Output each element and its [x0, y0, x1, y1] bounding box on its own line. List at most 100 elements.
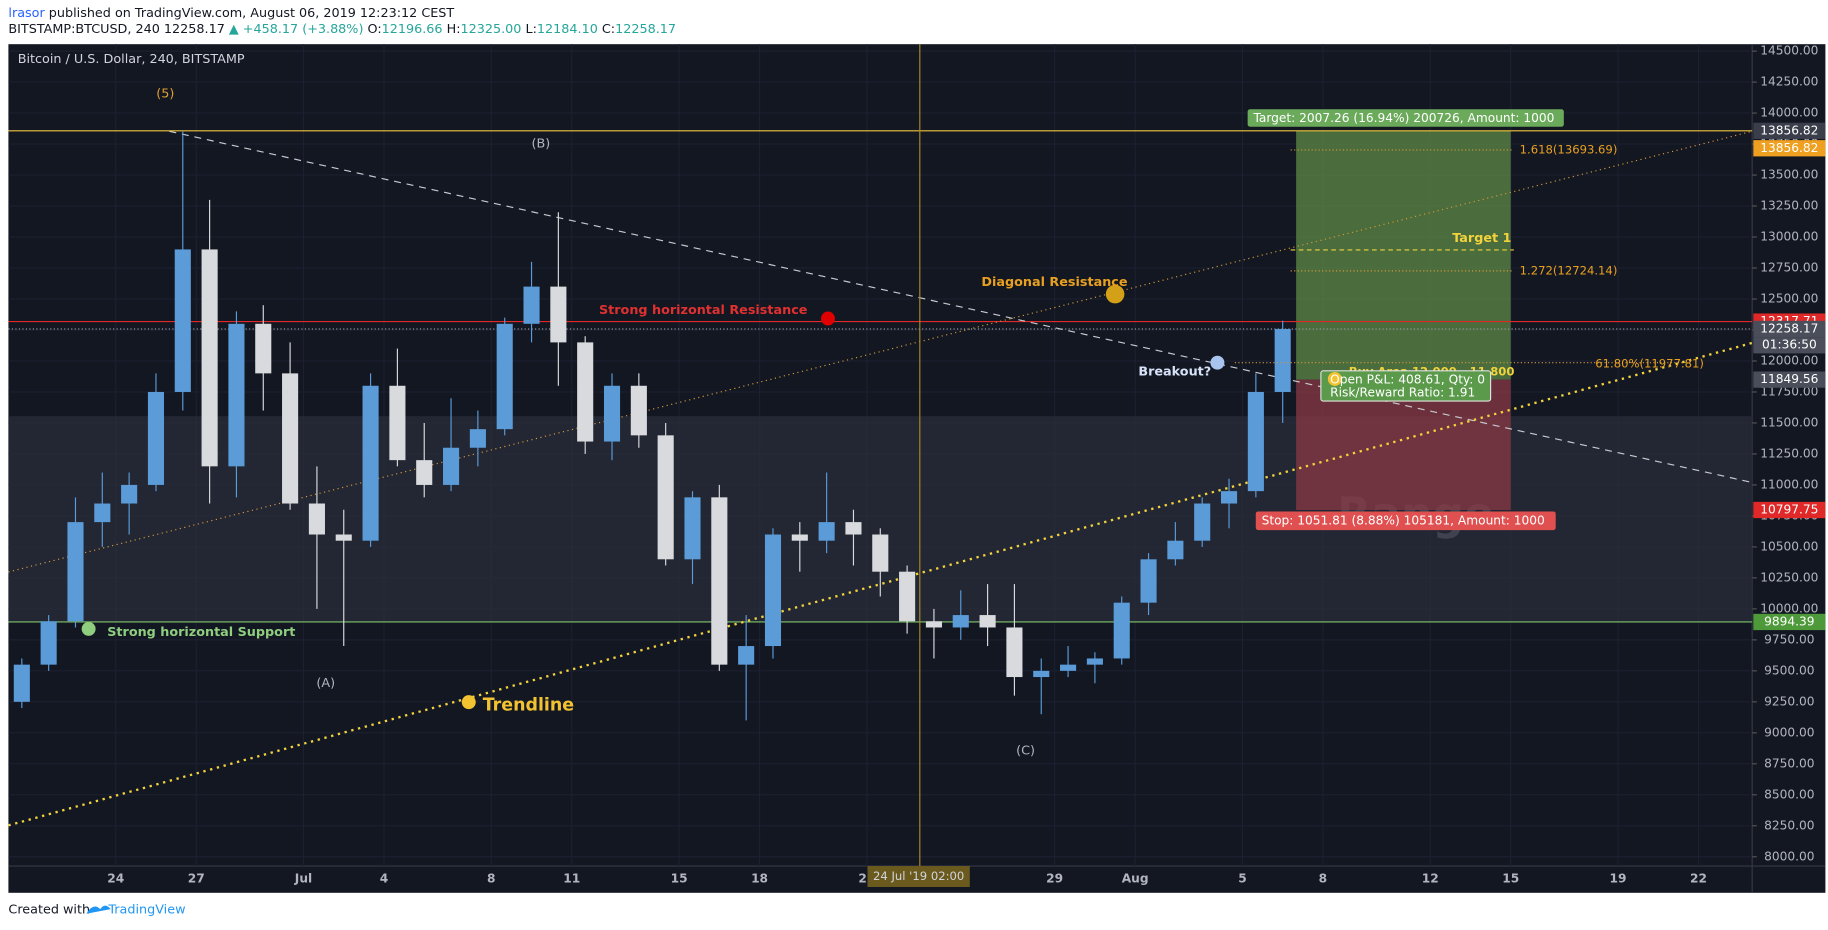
icon — [1105, 284, 1125, 304]
y-tick-label: 12750.00 — [1760, 261, 1818, 275]
footer-brand[interactable]: TradingView — [107, 903, 185, 918]
y-tick-label: 12500.00 — [1760, 292, 1818, 306]
candle-body — [603, 385, 621, 442]
y-tick-label: 10500.00 — [1760, 539, 1818, 553]
y-tick-label: 10000.00 — [1760, 601, 1818, 615]
candle-body — [496, 323, 513, 430]
wave-label: (A) — [316, 676, 335, 691]
candle-body — [1140, 559, 1157, 603]
icon — [1210, 355, 1225, 370]
price-tag-label: 9894.39 — [1764, 614, 1814, 628]
candle-body — [255, 323, 272, 374]
price-tag — [1753, 122, 1826, 139]
candle-body — [550, 286, 567, 343]
y-tick-label: 11750.00 — [1760, 384, 1818, 398]
price-tag — [1753, 140, 1826, 157]
candle-body — [899, 571, 916, 622]
footer-created: Created with — [8, 903, 90, 918]
published: published on TradingView.com, August 06,… — [49, 5, 455, 20]
x-tick-label: 15 — [1502, 871, 1519, 885]
y-tick-label: 13250.00 — [1760, 199, 1818, 213]
price-tag — [1753, 501, 1826, 519]
candle-body — [94, 503, 111, 523]
candle-body — [952, 615, 969, 628]
header-line: lrasor published on TradingView.com, Aug… — [8, 5, 454, 20]
y-tick-label: 9750.00 — [1764, 632, 1814, 646]
candle-body — [308, 503, 325, 535]
target-box — [1247, 109, 1564, 127]
candle-body — [630, 385, 647, 436]
annotation: Target 1 — [1452, 231, 1511, 246]
icon — [461, 695, 476, 710]
candle-body — [1274, 328, 1291, 392]
fib-label: 1.618(13693.69) — [1520, 142, 1618, 156]
candle-body — [657, 435, 674, 560]
candle-body — [443, 447, 460, 485]
price-tag-label: 11849.56 — [1760, 372, 1818, 386]
icon — [1327, 372, 1342, 386]
y-tick-label: 9250.00 — [1764, 694, 1814, 708]
price-tag-label: 13856.82 — [1760, 123, 1818, 137]
y-tick-label: 8500.00 — [1764, 787, 1814, 801]
price-tag — [1753, 320, 1826, 338]
icon — [821, 311, 835, 326]
x-tick-label: 15 — [671, 871, 688, 885]
annotation: Breakout? — [1138, 364, 1211, 379]
candle-body — [228, 323, 245, 467]
fib-label: 1.272(12724.14) — [1520, 263, 1618, 277]
annotation: Trendline — [483, 696, 574, 716]
candle-body — [925, 621, 942, 628]
y-tick-label: 8750.00 — [1764, 756, 1814, 770]
candle-body — [791, 534, 808, 541]
l-val: 12184.10 — [537, 22, 598, 37]
symbol-line: BITSTAMP:BTCUSD, 240 12258.17 ▲ +458.17 … — [8, 22, 676, 37]
logo — [86, 905, 111, 914]
y-tick-label: 9000.00 — [1764, 725, 1814, 739]
last-price: 12258.17 — [164, 22, 225, 37]
candle-body — [684, 497, 701, 560]
candle-body — [1220, 491, 1238, 504]
candle-body — [389, 385, 406, 461]
candle-body — [121, 484, 138, 504]
annotation: Diagonal Resistance — [981, 275, 1127, 290]
price-tag-label: 12258.17 — [1760, 321, 1818, 335]
x-tick-label: 27 — [188, 871, 205, 885]
candle-body — [577, 342, 594, 442]
y-tick-label: 13000.00 — [1760, 230, 1818, 244]
annotation: Strong horizontal Resistance — [599, 303, 808, 318]
candle-body — [282, 373, 299, 504]
overlays: Target: 2007.26 (16.94%) 200726, Amount:… — [867, 109, 1826, 887]
candle-body — [469, 429, 486, 448]
candle-body — [764, 534, 782, 647]
candle-body — [416, 460, 433, 485]
h-val: 12325.00 — [461, 22, 522, 37]
pnl-box — [1320, 370, 1492, 402]
y-tick-label: 14250.00 — [1760, 75, 1818, 89]
y-tick-label: 8000.00 — [1764, 849, 1814, 863]
o-val: 12196.66 — [382, 22, 443, 37]
candle-body — [67, 522, 84, 622]
candle-body — [147, 391, 165, 485]
x-tick-label: 19 — [1610, 871, 1627, 885]
author: lrasor — [8, 5, 45, 20]
x-tick-label: 12 — [1422, 871, 1439, 885]
pnl-text: Open P&L: 408.61, Qty: 0 — [1330, 373, 1485, 387]
candle-body — [711, 497, 728, 665]
candle-body — [1247, 391, 1264, 492]
y-tick-label: 9500.00 — [1764, 663, 1814, 677]
price-tag-label: 10797.75 — [1760, 502, 1818, 516]
candle-body — [13, 664, 30, 702]
x-tick-label: 18 — [751, 871, 768, 885]
x-tick-label: Jul — [294, 871, 312, 885]
l-key: L: — [525, 22, 536, 37]
x-tick-label: 29 — [1046, 871, 1063, 885]
fib-label: 61.80%(11977.81) — [1595, 356, 1704, 370]
h-key: H: — [447, 22, 461, 37]
candle-body — [845, 522, 862, 535]
price-tag-label: 13856.82 — [1760, 141, 1818, 155]
candle-body — [1167, 540, 1184, 560]
y-tick-label: 10250.00 — [1760, 570, 1818, 584]
wave-label: (C) — [1016, 743, 1035, 758]
